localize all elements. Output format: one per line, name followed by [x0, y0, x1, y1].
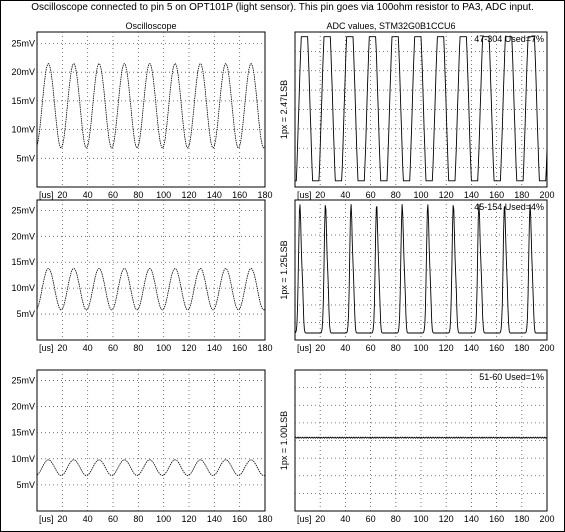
x-tick-label: 80	[133, 190, 143, 200]
x-tick-label: 200	[539, 343, 554, 353]
x-tick-label: 40	[340, 514, 350, 524]
plot-area-adc-3	[294, 369, 548, 512]
y-tick-label: 25mV	[11, 38, 35, 48]
x-tick-label: 80	[391, 343, 401, 353]
x-tick-label: 20	[315, 514, 325, 524]
x-tick-label: 20	[57, 514, 67, 524]
x-tick-label: 120	[439, 190, 454, 200]
x-tick-label: 40	[83, 343, 93, 353]
x-tick-label: 40	[340, 190, 350, 200]
x-tick-label: 140	[207, 343, 222, 353]
x-tick-label: 40	[340, 343, 350, 353]
x-tick-label: 120	[181, 190, 196, 200]
x-tick-label: 20	[315, 343, 325, 353]
x-tick-label: 20	[315, 190, 325, 200]
x-tick-label: 140	[207, 514, 222, 524]
x-tick-label: 120	[439, 514, 454, 524]
y-tick-label: 25mV	[11, 375, 35, 385]
chart-title: ADC values, STM32G0B1CCU6	[326, 21, 455, 31]
x-tick-label: 20	[57, 343, 67, 353]
x-tick-label: 160	[489, 190, 504, 200]
x-tick-label: 180	[514, 190, 529, 200]
chart-annotation: 47-304 Used=7%	[474, 34, 544, 44]
x-tick-label: 140	[464, 190, 479, 200]
x-tick-label: 120	[439, 343, 454, 353]
x-tick-label: 100	[156, 343, 171, 353]
x-tick-label: 180	[514, 514, 529, 524]
x-tick-label: 40	[83, 190, 93, 200]
x-tick-label: 20	[57, 190, 67, 200]
y-axis-label: 1px = 2.47LSB	[279, 80, 289, 139]
y-tick-label: 10mV	[11, 283, 35, 293]
y-tick-label: 20mV	[11, 67, 35, 77]
x-tick-label: 180	[257, 343, 272, 353]
x-tick-label: 40	[83, 514, 93, 524]
x-tick-label: 100	[156, 514, 171, 524]
x-tick-label: 180	[257, 190, 272, 200]
x-tick-label: 140	[464, 343, 479, 353]
x-tick-label: 80	[133, 514, 143, 524]
plot-area-osc-3	[36, 369, 266, 512]
plot-area-osc-2	[36, 199, 266, 341]
y-tick-label: 15mV	[11, 96, 35, 106]
series-line-adc-3	[294, 436, 548, 439]
y-axis-label: 1px = 1.25LSB	[279, 240, 289, 299]
x-tick-label: 120	[181, 514, 196, 524]
x-tick-label: 100	[413, 190, 428, 200]
x-unit-label: [us]	[297, 190, 312, 200]
y-tick-label: 15mV	[11, 428, 35, 438]
series-line-adc-2	[294, 204, 547, 334]
x-tick-label: 160	[489, 343, 504, 353]
x-tick-label: 60	[108, 190, 118, 200]
x-tick-label: 140	[464, 514, 479, 524]
y-tick-label: 20mV	[11, 231, 35, 241]
x-tick-label: 160	[232, 190, 247, 200]
x-unit-label: [us]	[297, 514, 312, 524]
y-tick-label: 10mV	[11, 454, 35, 464]
x-tick-label: 100	[156, 190, 171, 200]
x-tick-label: 60	[366, 343, 376, 353]
x-tick-label: 180	[257, 514, 272, 524]
y-axis-label: 1px = 1.00LSB	[279, 411, 289, 470]
x-tick-label: 160	[232, 514, 247, 524]
series-line-adc-1	[295, 36, 548, 182]
x-tick-label: 100	[413, 514, 428, 524]
x-tick-label: 180	[514, 343, 529, 353]
x-tick-label: 80	[391, 514, 401, 524]
x-tick-label: 60	[366, 514, 376, 524]
x-unit-label: [us]	[39, 514, 54, 524]
chart-annotation: 51-60 Used=1%	[479, 372, 544, 382]
y-tick-label: 5mV	[16, 480, 35, 490]
series-line-osc-2	[36, 267, 266, 311]
x-unit-label: [us]	[39, 343, 54, 353]
y-tick-label: 5mV	[16, 309, 35, 319]
x-unit-label: [us]	[297, 343, 312, 353]
x-tick-label: 200	[539, 514, 554, 524]
x-tick-label: 60	[108, 343, 118, 353]
x-tick-label: 140	[207, 190, 222, 200]
x-tick-label: 60	[366, 190, 376, 200]
chart-title: Oscilloscope	[125, 21, 176, 31]
y-tick-label: 20mV	[11, 402, 35, 412]
series-line-osc-1	[36, 63, 266, 149]
x-tick-label: 80	[133, 343, 143, 353]
y-tick-label: 10mV	[11, 125, 35, 135]
y-tick-label: 15mV	[11, 257, 35, 267]
y-tick-label: 25mV	[11, 205, 35, 215]
x-tick-label: 80	[391, 190, 401, 200]
x-tick-label: 60	[108, 514, 118, 524]
series-line-osc-3	[36, 459, 266, 476]
x-tick-label: 200	[539, 190, 554, 200]
page-title: Oscilloscope connected to pin 5 on OPT10…	[31, 2, 534, 13]
x-tick-label: 160	[489, 514, 504, 524]
x-tick-label: 100	[413, 343, 428, 353]
x-unit-label: [us]	[39, 190, 54, 200]
x-tick-label: 120	[181, 343, 196, 353]
chart-annotation: 45-154 Used=4%	[474, 202, 544, 212]
plot-area-osc-1	[36, 31, 266, 188]
x-tick-label: 160	[232, 343, 247, 353]
y-tick-label: 5mV	[16, 153, 35, 163]
